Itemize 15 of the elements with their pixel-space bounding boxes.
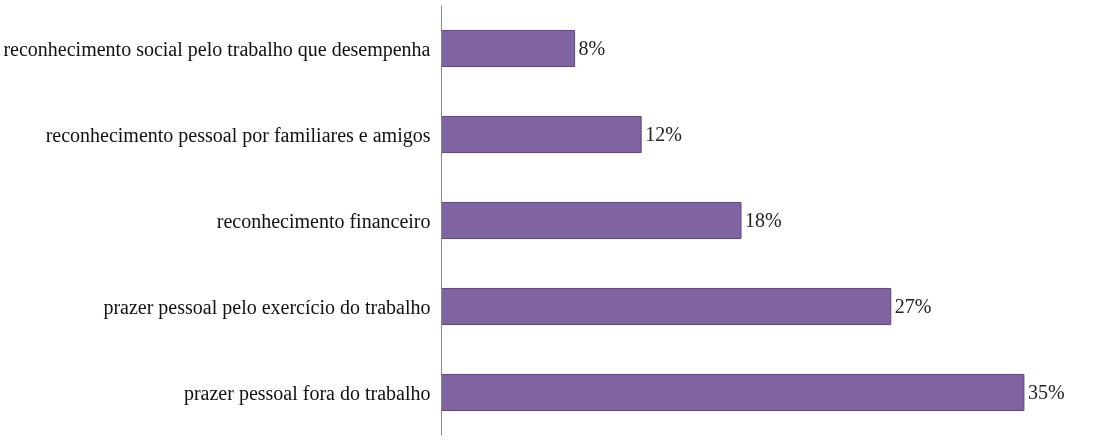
y-tick-label: reconhecimento social pelo trabalho que desempenha — [3, 37, 431, 61]
bar — [441, 115, 642, 154]
y-tick-label: prazer pessoal fora do trabalho — [183, 381, 431, 405]
y-tick-label: reconhecimento financeiro — [216, 209, 431, 232]
y-tick-label: reconhecimento pessoal por familiares e amigos — [45, 123, 431, 147]
data-label: 18% — [745, 208, 782, 231]
y-tick-label: prazer pessoal pelo exercício do trabalho — [103, 295, 431, 319]
bar — [441, 29, 576, 68]
bar — [441, 201, 742, 240]
bar — [441, 287, 892, 326]
data-label: 27% — [894, 294, 932, 317]
data-label: 35% — [1027, 380, 1065, 403]
data-label: 8% — [578, 36, 606, 59]
data-label: 12% — [645, 122, 682, 145]
bar — [441, 373, 1025, 412]
